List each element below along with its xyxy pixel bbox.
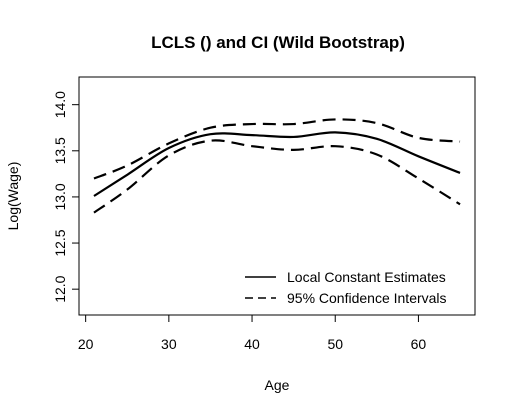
- chart-title: LCLS () and CI (Wild Bootstrap): [151, 33, 405, 52]
- estimate-line: [93, 131, 461, 197]
- x-tick-label: 40: [244, 336, 260, 352]
- ci-upper-line: [93, 118, 461, 180]
- x-tick-label: 60: [411, 336, 427, 352]
- x-tick-label: 20: [78, 336, 94, 352]
- x-tick-label: 30: [161, 336, 177, 352]
- series-layer: [93, 118, 461, 214]
- legend: Local Constant Estimates 95% Confidence …: [245, 269, 447, 306]
- y-tick-label: 14.0: [52, 91, 68, 118]
- x-axis: 20 30 40 50 60: [78, 314, 427, 352]
- ci-lower-line: [93, 139, 461, 214]
- y-tick-label: 13.0: [52, 183, 68, 210]
- y-axis-label: Log(Wage): [5, 162, 21, 231]
- x-axis-label: Age: [265, 377, 290, 393]
- y-tick-label: 12.5: [52, 229, 68, 256]
- y-tick-label: 12.0: [52, 275, 68, 302]
- y-tick-label: 13.5: [52, 137, 68, 164]
- y-axis: 12.0 12.5 13.0 13.5 14.0: [52, 91, 80, 303]
- legend-label-ci: 95% Confidence Intervals: [287, 290, 447, 306]
- x-tick-label: 50: [327, 336, 343, 352]
- legend-label-estimates: Local Constant Estimates: [287, 269, 446, 285]
